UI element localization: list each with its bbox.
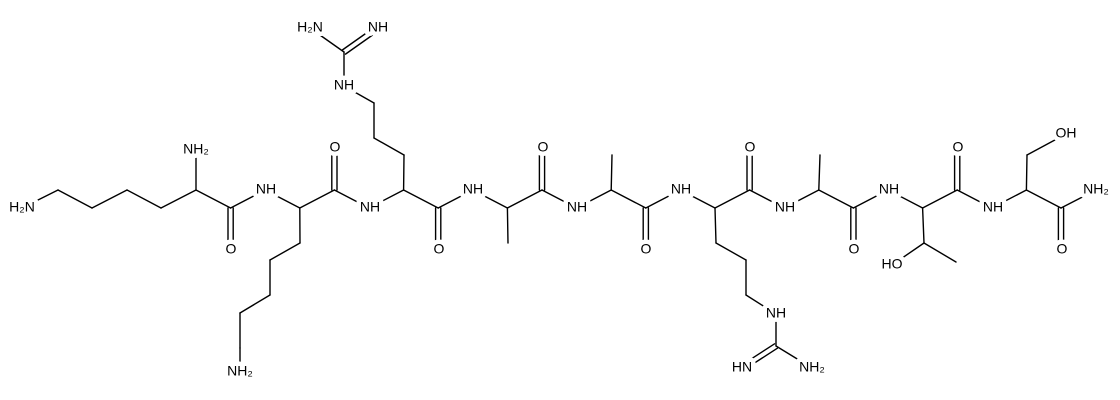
bond [714, 189, 751, 209]
bond [714, 207, 717, 244]
atom-label: NH₂ [227, 363, 253, 379]
bond [923, 242, 957, 263]
atom-label: O [226, 241, 237, 257]
bond [748, 189, 785, 209]
bond [91, 189, 128, 209]
bond [775, 345, 813, 369]
bond [541, 189, 578, 209]
bond [1026, 133, 1067, 156]
bond [299, 189, 336, 209]
atom-label: O [1057, 241, 1068, 257]
atom-label: NH [671, 181, 691, 197]
bond [852, 189, 889, 209]
atom-label: O [953, 139, 964, 155]
atom-label: NH₂ [1083, 181, 1109, 197]
bond [506, 207, 509, 244]
bonds [21, 25, 1097, 373]
bond [368, 189, 405, 209]
atom-label: NH₂ [183, 141, 209, 157]
bond [160, 189, 197, 209]
bond [402, 189, 439, 209]
bond [57, 189, 93, 209]
bond [921, 207, 925, 244]
atom-label: O [538, 139, 549, 155]
bond [1060, 189, 1097, 209]
atom-label: NH [334, 77, 354, 93]
bond [575, 189, 612, 209]
bond [645, 189, 682, 209]
atom-label: HO [882, 256, 903, 272]
bond [956, 189, 993, 209]
atom-label: NH [368, 19, 388, 35]
atom-label: NH [879, 181, 899, 197]
atom-label: O [849, 241, 860, 257]
bond [126, 189, 162, 209]
atom-label: NH [463, 181, 483, 197]
atom-label: HN [732, 359, 752, 375]
bond [818, 189, 855, 209]
atom-label: NH [360, 199, 380, 215]
bond [264, 189, 301, 209]
bond [891, 242, 925, 266]
atom-label: OH [1056, 125, 1077, 141]
bond [195, 189, 232, 209]
double-bond [341, 25, 378, 51]
atom-label: O [330, 139, 341, 155]
bond [506, 189, 543, 209]
atom-label: NH₂ [799, 359, 825, 375]
bond [269, 242, 301, 261]
bond [679, 189, 716, 209]
atom-label: NH [567, 199, 587, 215]
bond [239, 294, 271, 314]
bond [333, 189, 370, 209]
atom-label: NH [775, 199, 795, 215]
bond [745, 294, 777, 315]
double-bond [344, 29, 381, 55]
bond [309, 27, 345, 53]
atom-label: O [641, 241, 652, 257]
bond [373, 137, 405, 156]
bond [229, 189, 266, 209]
bond [887, 189, 924, 209]
atom-label: NH [256, 181, 276, 197]
bond [21, 189, 59, 209]
atom-label: O [434, 241, 445, 257]
bond [1025, 154, 1028, 191]
atom-label: H₂N [297, 19, 323, 35]
double-bond [739, 343, 776, 367]
double-bond [742, 347, 779, 371]
atom-label: NH [766, 305, 786, 321]
bond [715, 242, 747, 261]
bond [437, 189, 474, 209]
bond [610, 189, 647, 209]
bond [818, 154, 821, 191]
atom-label: O [745, 139, 756, 155]
atom-label: H₂N [9, 199, 35, 215]
bond [1025, 189, 1062, 209]
bond [783, 189, 820, 209]
atom-label: NH [983, 199, 1003, 215]
bond [610, 154, 613, 191]
bond [472, 189, 509, 209]
bond [343, 85, 375, 104]
bond [921, 189, 958, 209]
bond [991, 189, 1028, 209]
